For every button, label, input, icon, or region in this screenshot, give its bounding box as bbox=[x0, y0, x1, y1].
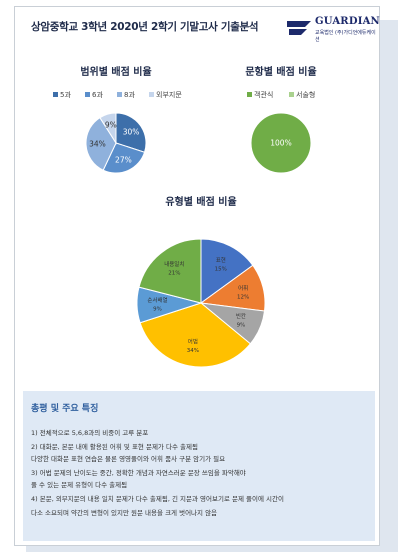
legend-swatch bbox=[149, 92, 154, 97]
summary-line: 풀 수 있는 문제 유형이 다수 출제됨 bbox=[31, 481, 128, 489]
data-label: 34% bbox=[187, 348, 199, 354]
legend-label: 6과 bbox=[92, 90, 103, 99]
data-label: 순서배열 bbox=[147, 296, 167, 304]
data-label: 빈칸 bbox=[236, 312, 246, 320]
data-label: 21% bbox=[168, 271, 180, 277]
data-label: 어휘 bbox=[238, 284, 248, 292]
pie-slice bbox=[102, 142, 146, 174]
data-label: 12% bbox=[237, 294, 249, 300]
logo-name: GUARDIAN bbox=[315, 16, 380, 27]
pie-slice bbox=[138, 238, 202, 304]
data-label: 9% bbox=[105, 121, 117, 130]
report-title: 상암중학교 3학년 2020년 2학기 기말고사 기출분석 bbox=[31, 21, 259, 33]
report-page: 상암중학교 3학년 2020년 2학기 기말고사 기출분석 GUARDIAN 교… bbox=[14, 6, 380, 546]
chart-title: 유형별 배점 비율 bbox=[165, 195, 236, 208]
legend-swatch bbox=[247, 92, 252, 97]
data-label: 어법 bbox=[188, 337, 198, 345]
guardian-logo-icon bbox=[287, 21, 311, 35]
legend-label: 외부지문 bbox=[156, 90, 182, 99]
chart-title: 문항별 배점 비율 bbox=[245, 65, 316, 78]
summary-title: 총평 및 주요 특징 bbox=[31, 404, 99, 414]
legend-label: 5과 bbox=[60, 90, 71, 99]
summary-line: 1) 전체적으로 5,6,8과의 비중이 고루 분포 bbox=[31, 429, 149, 437]
legend-label: 8과 bbox=[124, 90, 135, 99]
data-label: 표현 bbox=[216, 256, 226, 264]
data-label: 34% bbox=[89, 140, 106, 149]
chart-title: 범위별 배점 비율 bbox=[80, 65, 151, 78]
summary-line: 4) 본문, 외부지문의 내용 일치 문제가 다수 출제됨, 긴 지문과 영어보… bbox=[31, 495, 284, 503]
summary-line: 다소 소요되며 약간의 변형이 있지만 원문 내용을 크게 벗어나지 않음 bbox=[31, 509, 218, 517]
pie-slice bbox=[115, 112, 147, 153]
legend-swatch bbox=[85, 92, 90, 97]
legend-swatch bbox=[53, 92, 58, 97]
pie-slice bbox=[139, 302, 252, 368]
data-label: 27% bbox=[115, 156, 132, 165]
logo-subtitle: 교육법인 (주)가디언에듀케이션 bbox=[315, 30, 376, 43]
data-label: 30% bbox=[123, 128, 140, 137]
data-label: 15% bbox=[215, 266, 227, 272]
data-label: 9% bbox=[153, 306, 162, 312]
legend-swatch bbox=[289, 92, 294, 97]
data-label: 9% bbox=[237, 322, 246, 328]
legend-swatch bbox=[117, 92, 122, 97]
pie-slice bbox=[250, 112, 312, 174]
summary-line: 3) 어법 문제의 난이도는 중간, 정확한 개념과 자연스러운 문장 쓰임을 … bbox=[31, 469, 246, 477]
summary-line: 다양한 대화문 표현 연습은 물론 영영풀이와 어휘 품사 구분 암기가 필요 bbox=[31, 455, 226, 463]
charts-area: 범위별 배점 비율 5과 6과 8과 외부지문 30% 27% 34% 9% 문항별 배점 비율객… bbox=[53, 65, 317, 368]
legend-label: 객관식 bbox=[254, 90, 273, 99]
pie-slice bbox=[200, 238, 254, 304]
pie-slice bbox=[85, 116, 117, 171]
summary-box: 총평 및 주요 특징 1) 전체적으로 5,6,8과의 비중이 고루 분포 2)… bbox=[23, 391, 375, 541]
pie-slice bbox=[99, 112, 117, 145]
data-label: 내용일치 bbox=[164, 260, 184, 268]
data-label: 100% bbox=[270, 139, 291, 148]
legend-label: 서술형 bbox=[296, 90, 315, 99]
summary-line: 2) 대화문, 본문 내에 활용된 어휘 및 표현 문제가 다수 출제됨 bbox=[31, 443, 198, 451]
